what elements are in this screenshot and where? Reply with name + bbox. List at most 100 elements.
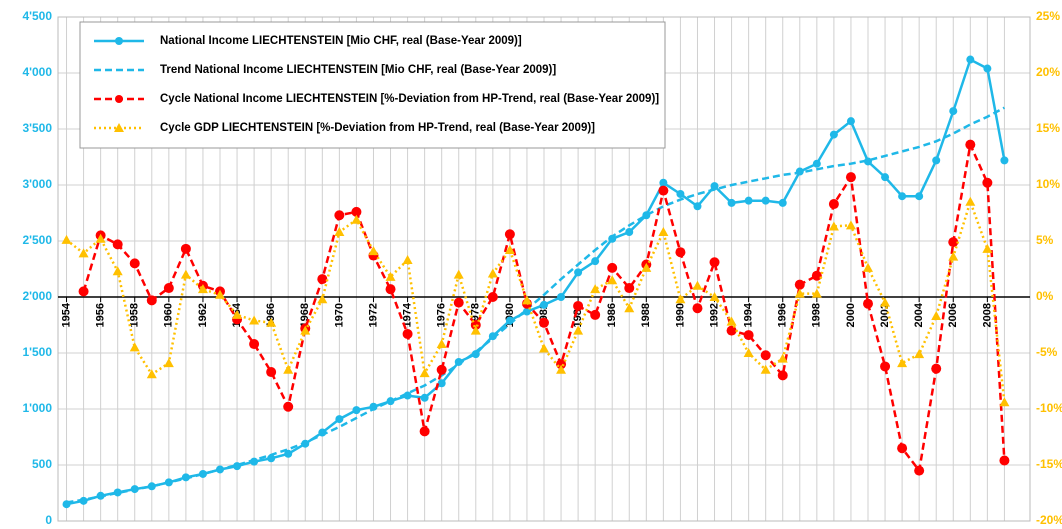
x-tick-label: 2000 [845, 303, 857, 327]
y-tick-label: 1'500 [22, 345, 52, 359]
point [676, 189, 685, 198]
point [607, 275, 618, 285]
point [61, 234, 72, 244]
point [828, 221, 839, 231]
x-tick-label: 1998 [811, 303, 823, 327]
x-tick-label: 1974 [401, 302, 413, 327]
point [437, 379, 446, 388]
point [624, 283, 635, 294]
y-tick-label: 3'500 [22, 121, 52, 135]
point [539, 317, 549, 328]
point [829, 130, 838, 139]
point [368, 246, 379, 256]
point [794, 288, 805, 298]
point [777, 370, 788, 381]
point [334, 227, 345, 237]
point [914, 349, 925, 359]
point [504, 244, 515, 254]
point [540, 300, 548, 309]
point [726, 325, 737, 336]
point [180, 243, 191, 254]
point [436, 339, 447, 349]
point [334, 210, 345, 221]
point [402, 328, 413, 339]
point [880, 361, 891, 372]
legend-label: Trend National Income LIECHTENSTEIN [Mio… [160, 64, 556, 76]
point [590, 284, 601, 294]
point [112, 266, 123, 276]
point [471, 350, 480, 359]
y-tick-label: 2'000 [22, 289, 52, 303]
point [266, 367, 277, 378]
point [794, 279, 805, 290]
point [948, 237, 959, 248]
x-tick-label: 1966 [265, 303, 277, 327]
point [470, 320, 481, 330]
point [215, 289, 225, 299]
point [727, 198, 736, 207]
point [931, 311, 942, 321]
point [693, 202, 702, 211]
x-tick-label: 1996 [777, 303, 789, 327]
point [1000, 156, 1009, 165]
x-tick-label: 1972 [367, 303, 379, 327]
x-tick-label: 1954 [60, 302, 72, 327]
point [692, 303, 703, 314]
point [521, 295, 532, 305]
y-tick-label: 2'500 [22, 233, 52, 247]
point [863, 262, 873, 272]
x-tick-label: 1994 [743, 302, 755, 327]
point [283, 401, 294, 412]
point [982, 243, 993, 253]
point [659, 178, 668, 187]
point [863, 298, 873, 309]
point [811, 288, 822, 298]
x-tick-label: 2006 [947, 303, 959, 327]
x-tick-label: 1956 [95, 303, 107, 327]
point [249, 315, 260, 325]
point [709, 292, 720, 301]
point [982, 177, 993, 188]
point [198, 469, 207, 478]
point [78, 286, 89, 297]
point [931, 363, 942, 374]
point [692, 280, 703, 290]
point [147, 482, 156, 491]
point [607, 262, 618, 273]
y-tick-label: 4'000 [22, 65, 52, 79]
point [675, 294, 686, 304]
point [760, 350, 771, 361]
point [420, 393, 429, 402]
legend-marker [115, 95, 123, 103]
point [129, 258, 140, 269]
point [761, 196, 770, 205]
point [146, 295, 157, 306]
point [163, 358, 174, 368]
point [419, 368, 430, 378]
point [812, 159, 821, 168]
y2-tick-label: 5% [1036, 233, 1054, 247]
point [232, 309, 243, 319]
y-tick-label: 1'000 [22, 401, 52, 415]
series-line [66, 106, 1005, 504]
point [828, 199, 839, 210]
point [436, 364, 447, 375]
legend-marker [114, 123, 124, 132]
point [897, 358, 908, 368]
point [78, 248, 89, 258]
point [163, 283, 174, 294]
point [983, 64, 992, 73]
y-tick-label: 500 [32, 457, 52, 471]
point [539, 343, 549, 353]
point [966, 55, 975, 64]
point [658, 227, 669, 237]
x-tick-label: 1962 [197, 303, 209, 327]
point [709, 257, 720, 268]
y2-tick-label: 10% [1036, 177, 1060, 191]
point [351, 206, 362, 217]
legend: National Income LIECHTENSTEIN [Mio CHF, … [79, 21, 666, 149]
point [487, 292, 498, 302]
point [999, 397, 1010, 407]
point [811, 270, 822, 281]
